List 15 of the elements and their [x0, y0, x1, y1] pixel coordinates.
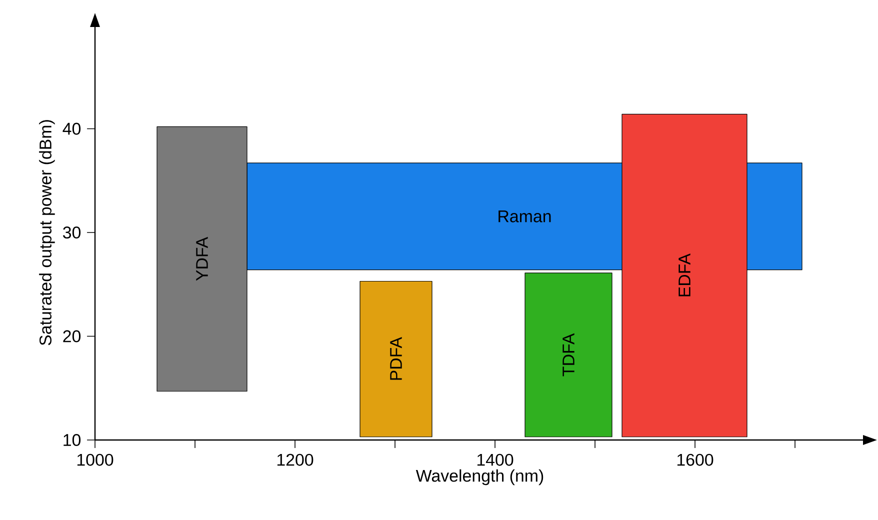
series-label: Raman — [498, 210, 551, 222]
y-tick-label: 40 — [62, 122, 81, 135]
series-label: YDFA — [196, 236, 208, 281]
series-label: PDFA — [390, 336, 402, 380]
y-tick-label: 30 — [62, 226, 81, 238]
x-tick-label: 1000 — [77, 454, 114, 466]
x-axis-title: Wavelength (nm) — [416, 469, 544, 486]
y-tick-label: 20 — [63, 330, 81, 342]
y-axis-title: Saturated output power (dBm) — [39, 120, 55, 346]
series-label: TDFA — [562, 333, 574, 376]
x-tick-label: 1200 — [277, 454, 314, 466]
series-label: EDFA — [678, 253, 690, 296]
x-tick-label: 1400 — [477, 454, 514, 466]
y-tick-label: 10 — [64, 434, 81, 446]
x-tick-label: 1600 — [677, 454, 714, 466]
